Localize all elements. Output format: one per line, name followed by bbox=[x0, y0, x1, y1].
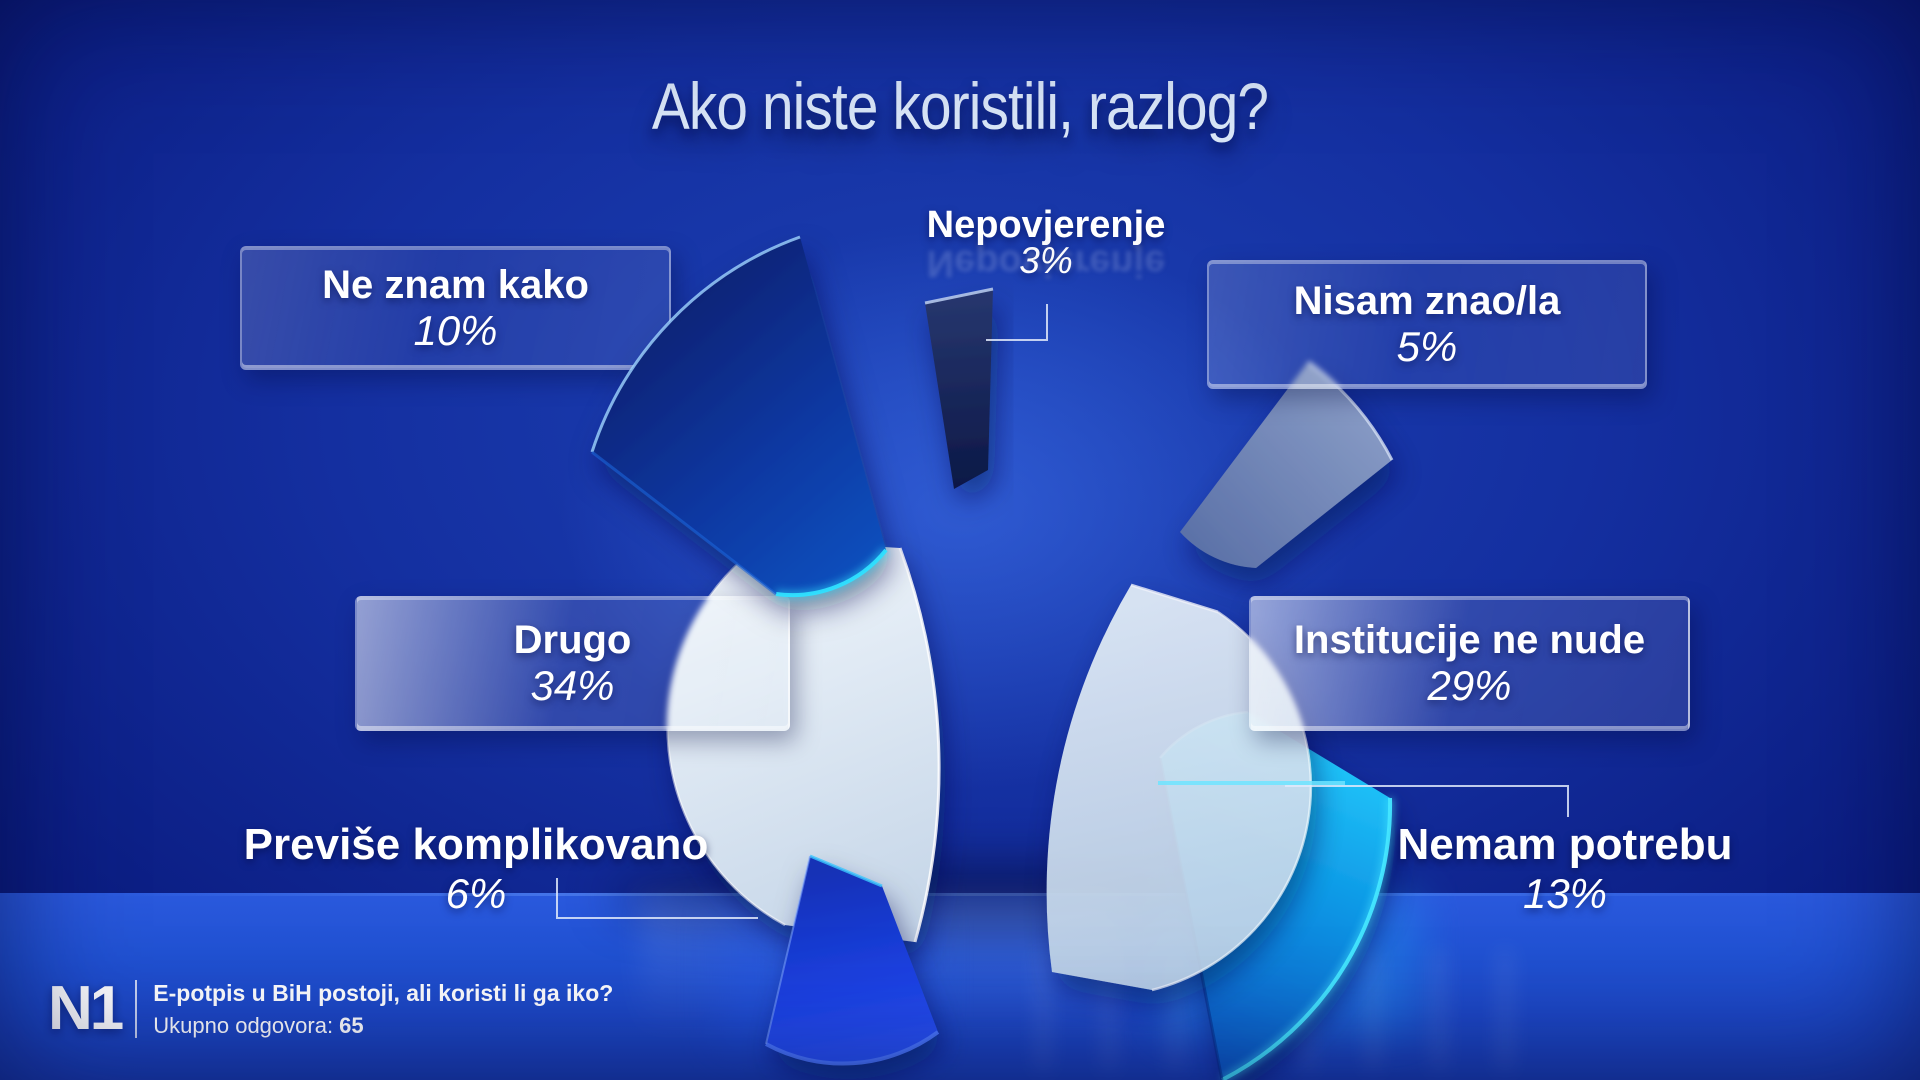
value-nemam-potrebu: 13% bbox=[1522, 870, 1608, 917]
value-institucije-ne-nude: 29% bbox=[1427, 662, 1512, 710]
label-previse-komplikovano: Previše komplikovano bbox=[243, 820, 709, 869]
label-group-nemam: Nemam potrebu 13% bbox=[1315, 820, 1815, 918]
slice-previse-komplikovano bbox=[765, 854, 940, 1066]
panel-nisam-znao-la: Nisam znao/la 5% bbox=[1207, 260, 1647, 389]
label-ne-znam-kako: Ne znam kako bbox=[322, 262, 589, 307]
connector-nepovjerenje bbox=[986, 304, 1048, 341]
footer-total-value: 65 bbox=[339, 1012, 364, 1038]
label-nepovjerenje: Nepovjerenje bbox=[926, 204, 1166, 246]
page-title: Ako niste koristili, razlog? bbox=[651, 69, 1269, 143]
footer-question: E-potpis u BiH postoji, ali koristi li g… bbox=[153, 979, 614, 1006]
label-drugo: Drugo bbox=[513, 618, 632, 663]
label-institucije-ne-nude: Institucije ne nude bbox=[1293, 618, 1646, 663]
n1-logo: N1 bbox=[48, 974, 124, 1043]
connector-previse bbox=[556, 878, 758, 919]
slice-nepovjerenje bbox=[924, 287, 994, 489]
value-nisam-znao-la: 5% bbox=[1396, 323, 1458, 371]
panel-institucije-ne-nude: Institucije ne nude 29% bbox=[1249, 596, 1690, 731]
footer-total-label: Ukupno odgovora: bbox=[153, 1012, 340, 1038]
footer: N1 E-potpis u BiH postoji, ali koristi l… bbox=[48, 978, 613, 1040]
footer-text: E-potpis u BiH postoji, ali koristi li g… bbox=[153, 980, 613, 1039]
panel-drugo: Drugo 34% bbox=[355, 596, 790, 731]
slice-ne-znam-kako bbox=[590, 235, 890, 600]
value-previse-komplikovano: 6% bbox=[445, 870, 507, 917]
label-group-previse: Previše komplikovano 6% bbox=[226, 820, 726, 918]
panel-ne-znam-kako: Ne znam kako 10% bbox=[240, 246, 671, 370]
label-nisam-znao-la: Nisam znao/la bbox=[1293, 279, 1561, 324]
label-nemam-potrebu: Nemam potrebu bbox=[1397, 820, 1733, 869]
footer-divider bbox=[135, 980, 138, 1038]
footer-total-responses: Ukupno odgovora: 65 bbox=[153, 1013, 613, 1039]
value-ne-znam-kako: 10% bbox=[413, 306, 498, 354]
connector-nemam bbox=[1285, 785, 1569, 817]
value-drugo: 34% bbox=[530, 662, 615, 710]
value-nepovjerenje: 3% bbox=[1019, 240, 1073, 281]
label-group-nepovjerenje: Nepovjerenje Nepovjerenje 3% bbox=[896, 204, 1196, 284]
